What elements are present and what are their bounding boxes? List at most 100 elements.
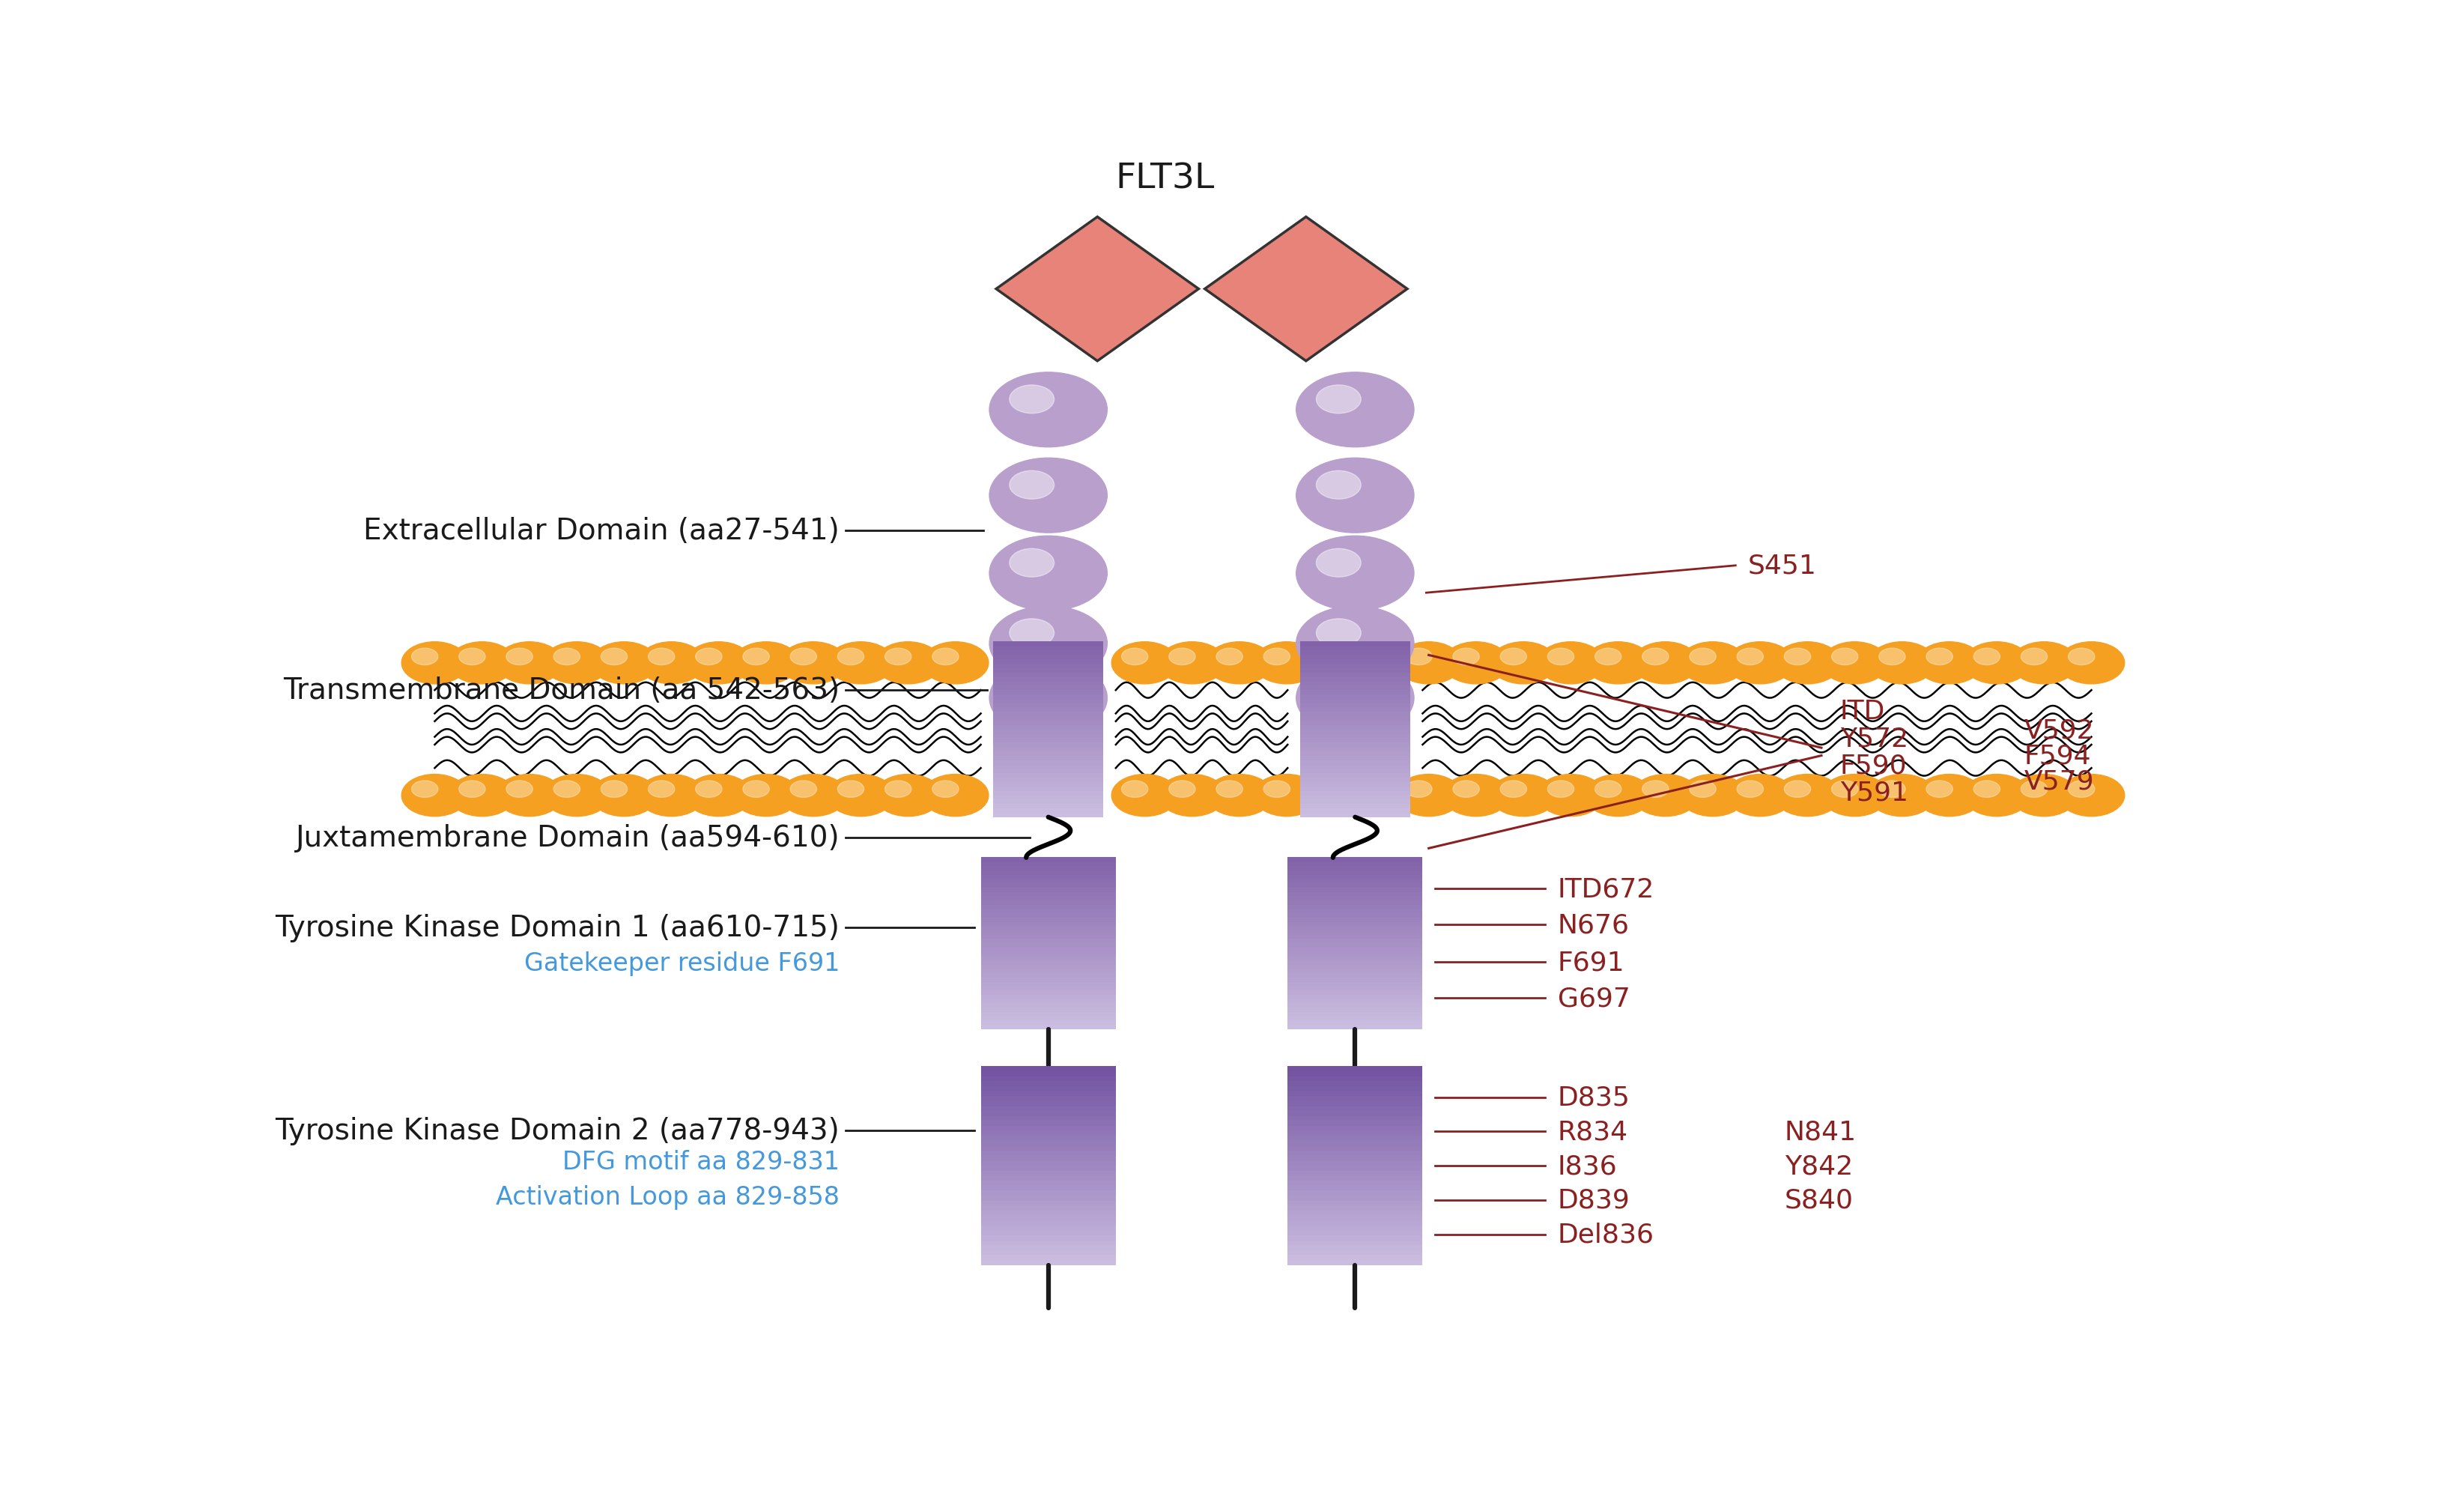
Circle shape <box>1205 642 1271 684</box>
Circle shape <box>1316 618 1360 648</box>
Bar <box>1299 742 1409 748</box>
Bar <box>1286 1012 1422 1016</box>
Bar <box>1299 668 1409 673</box>
Circle shape <box>1584 775 1651 817</box>
Bar <box>1286 1106 1422 1112</box>
Circle shape <box>1974 781 1998 797</box>
Bar <box>1286 1214 1422 1220</box>
Bar <box>1299 803 1409 809</box>
Bar <box>981 998 1116 1004</box>
Bar <box>1286 1170 1422 1176</box>
Bar <box>1286 861 1422 867</box>
Bar <box>1299 659 1409 665</box>
Bar <box>1286 1065 1422 1071</box>
Bar <box>981 875 1116 879</box>
Bar <box>981 1003 1116 1007</box>
Bar <box>1286 1185 1422 1191</box>
Circle shape <box>2020 781 2048 797</box>
Circle shape <box>875 642 941 684</box>
Circle shape <box>1631 642 1698 684</box>
Bar <box>1299 663 1409 669</box>
Circle shape <box>922 642 988 684</box>
Bar <box>981 1007 1116 1012</box>
Bar <box>1299 729 1409 735</box>
Text: S840: S840 <box>1784 1188 1853 1213</box>
Text: N841: N841 <box>1784 1119 1855 1144</box>
Circle shape <box>1316 548 1360 578</box>
Bar <box>1286 1180 1422 1186</box>
Bar <box>1286 998 1422 1004</box>
Bar <box>981 985 1116 991</box>
Bar <box>1286 982 1422 986</box>
Bar <box>981 1101 1116 1107</box>
Circle shape <box>648 648 675 666</box>
Circle shape <box>828 775 894 817</box>
Circle shape <box>988 536 1106 611</box>
Circle shape <box>1010 618 1055 648</box>
Bar <box>1286 1086 1422 1092</box>
Circle shape <box>1688 648 1715 666</box>
Circle shape <box>1168 781 1195 797</box>
Circle shape <box>791 781 816 797</box>
Bar <box>981 1150 1116 1156</box>
Bar <box>981 1125 1116 1131</box>
Bar <box>993 681 1104 685</box>
Circle shape <box>1821 775 1887 817</box>
Polygon shape <box>1205 218 1407 362</box>
Bar <box>993 676 1104 681</box>
Bar <box>1299 676 1409 681</box>
Circle shape <box>1727 775 1794 817</box>
Circle shape <box>1924 781 1951 797</box>
Circle shape <box>505 648 532 666</box>
Circle shape <box>495 775 562 817</box>
Bar <box>981 1131 1116 1135</box>
Circle shape <box>1121 648 1148 666</box>
Text: Activation Loop aa 829-858: Activation Loop aa 829-858 <box>495 1185 840 1210</box>
Bar <box>981 1180 1116 1186</box>
Circle shape <box>2057 775 2124 817</box>
Circle shape <box>2020 648 2048 666</box>
Bar <box>1299 645 1409 651</box>
Circle shape <box>1111 775 1178 817</box>
Circle shape <box>838 781 865 797</box>
Text: ITD672: ITD672 <box>1557 876 1653 901</box>
Bar <box>1286 904 1422 909</box>
Circle shape <box>1964 775 2030 817</box>
Circle shape <box>2067 648 2094 666</box>
Circle shape <box>1774 642 1841 684</box>
Bar <box>1286 1007 1422 1012</box>
Bar <box>1299 699 1409 703</box>
Bar <box>1286 1235 1422 1240</box>
Bar <box>1286 1229 1422 1235</box>
Circle shape <box>1205 775 1271 817</box>
Bar <box>993 699 1104 703</box>
Circle shape <box>591 775 658 817</box>
Circle shape <box>1168 648 1195 666</box>
Bar <box>981 977 1116 982</box>
Bar <box>981 921 1116 927</box>
Bar <box>981 1214 1116 1220</box>
Bar <box>993 746 1104 752</box>
Bar <box>981 1259 1116 1265</box>
Circle shape <box>988 662 1106 736</box>
Circle shape <box>1584 642 1651 684</box>
Bar <box>1299 641 1409 647</box>
Bar <box>981 1135 1116 1141</box>
Circle shape <box>1538 775 1604 817</box>
Bar <box>981 943 1116 948</box>
Circle shape <box>885 648 912 666</box>
Circle shape <box>931 648 958 666</box>
Bar <box>993 663 1104 669</box>
Bar <box>981 1016 1116 1021</box>
Bar <box>1299 751 1409 755</box>
Bar <box>1286 1220 1422 1225</box>
Bar <box>1299 712 1409 717</box>
Text: Gatekeeper residue F691: Gatekeeper residue F691 <box>525 951 840 976</box>
Bar <box>981 1146 1116 1150</box>
Bar <box>981 982 1116 986</box>
Bar <box>993 808 1104 814</box>
Circle shape <box>1868 775 1934 817</box>
Bar <box>1286 1076 1422 1082</box>
Circle shape <box>601 781 628 797</box>
Bar <box>981 909 1116 913</box>
